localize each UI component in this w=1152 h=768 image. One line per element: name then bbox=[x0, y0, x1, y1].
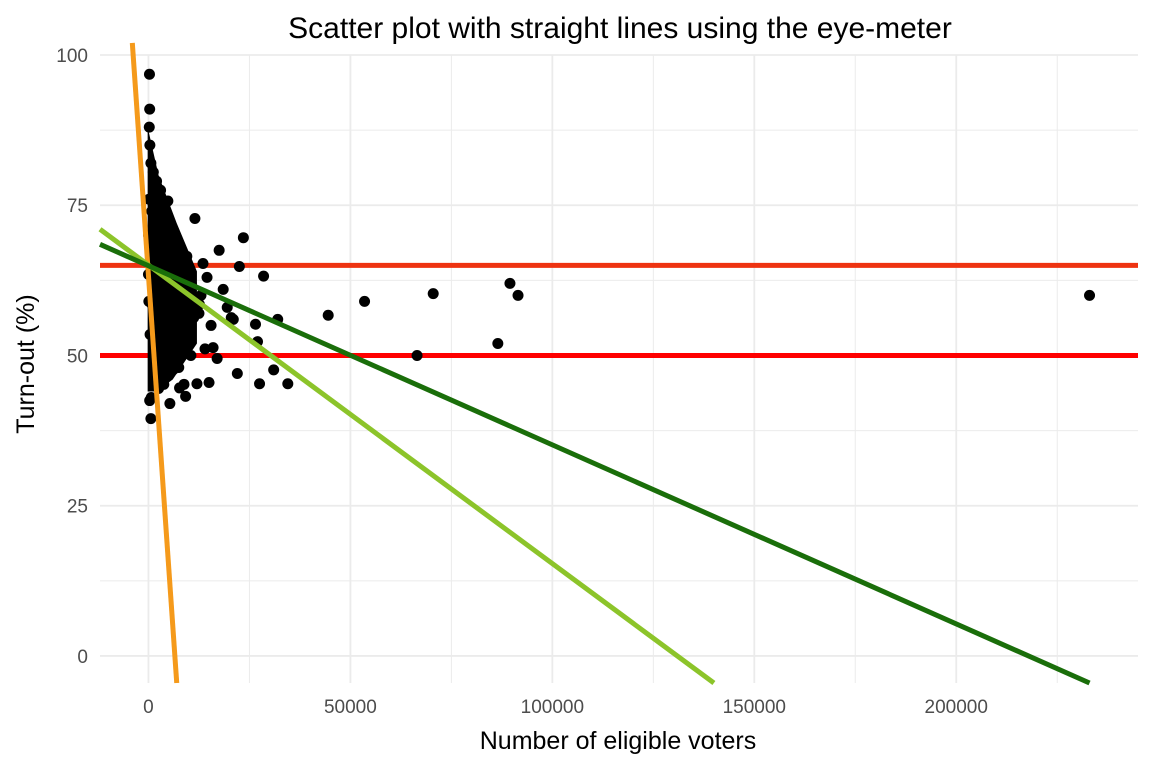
data-point bbox=[143, 121, 155, 133]
x-tick-label: 150000 bbox=[723, 697, 786, 718]
chart-title: Scatter plot with straight lines using t… bbox=[288, 12, 952, 45]
data-point bbox=[233, 261, 245, 273]
data-point bbox=[322, 309, 334, 321]
data-point bbox=[197, 258, 209, 270]
x-axis-title: Number of eligible voters bbox=[480, 727, 757, 755]
data-point bbox=[205, 319, 217, 331]
data-point bbox=[164, 398, 176, 410]
x-tick-label: 0 bbox=[143, 697, 154, 718]
data-point bbox=[231, 368, 243, 380]
data-point bbox=[207, 342, 219, 354]
data-point bbox=[258, 270, 270, 282]
dense-point-cluster bbox=[147, 127, 197, 392]
data-point bbox=[359, 295, 371, 307]
data-point bbox=[237, 232, 249, 244]
y-tick-label: 25 bbox=[67, 497, 88, 518]
data-point bbox=[143, 68, 155, 80]
data-point bbox=[145, 413, 157, 425]
data-point bbox=[201, 271, 213, 283]
data-point bbox=[504, 277, 516, 289]
data-point bbox=[144, 395, 156, 407]
data-point bbox=[282, 378, 294, 390]
data-point bbox=[411, 349, 423, 361]
data-point bbox=[254, 378, 266, 390]
sloped-line bbox=[98, 227, 716, 686]
data-point bbox=[427, 288, 439, 300]
data-point bbox=[213, 244, 225, 256]
y-tick-label: 75 bbox=[67, 196, 88, 217]
grid bbox=[100, 54, 1138, 683]
sloped-line bbox=[98, 242, 1091, 686]
y-tick-label: 50 bbox=[67, 346, 88, 367]
data-point bbox=[225, 312, 237, 324]
fitted-lines bbox=[98, 42, 1091, 686]
y-axis-title: Turn-out (%) bbox=[12, 294, 40, 433]
data-point bbox=[492, 337, 504, 349]
y-tick-label: 100 bbox=[56, 46, 88, 67]
x-axis-ticks: 0 50000 100000 150000 200000 bbox=[143, 697, 988, 718]
data-point bbox=[189, 212, 201, 224]
data-point bbox=[211, 352, 223, 364]
x-tick-label: 200000 bbox=[925, 697, 988, 718]
data-point bbox=[174, 382, 186, 394]
data-point bbox=[191, 378, 203, 390]
data-point bbox=[268, 364, 280, 376]
data-point bbox=[512, 289, 524, 301]
x-tick-label: 100000 bbox=[521, 697, 584, 718]
data-point bbox=[249, 318, 261, 330]
data-point bbox=[217, 283, 229, 295]
data-point bbox=[203, 377, 215, 389]
x-tick-label: 50000 bbox=[324, 697, 377, 718]
data-point bbox=[144, 103, 156, 115]
y-axis-ticks: 0 25 50 75 100 bbox=[56, 46, 88, 668]
data-point bbox=[1084, 289, 1096, 301]
data-point bbox=[199, 343, 211, 355]
data-point bbox=[180, 390, 192, 402]
sloped-line bbox=[129, 42, 180, 684]
y-tick-label: 0 bbox=[77, 647, 88, 668]
data-points bbox=[142, 68, 1096, 425]
